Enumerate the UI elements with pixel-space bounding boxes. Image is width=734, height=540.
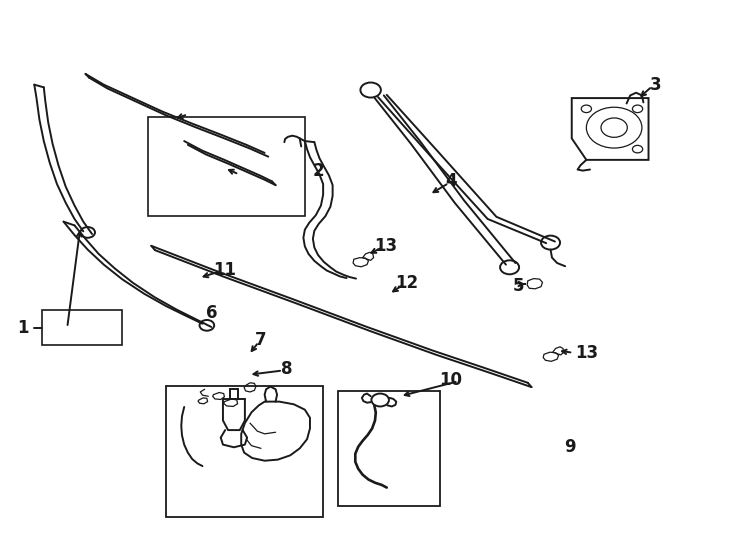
Text: 6: 6 <box>206 304 217 322</box>
Text: 3: 3 <box>650 76 661 93</box>
Bar <box>42 310 122 345</box>
Text: 2: 2 <box>312 161 324 180</box>
Text: 9: 9 <box>564 438 576 456</box>
Text: 12: 12 <box>396 274 419 293</box>
Text: 13: 13 <box>575 345 598 362</box>
Bar <box>166 386 323 517</box>
Text: 13: 13 <box>374 237 397 255</box>
Text: 1: 1 <box>18 319 29 337</box>
Text: 4: 4 <box>446 172 457 191</box>
Text: 10: 10 <box>439 371 462 389</box>
Bar <box>148 117 305 217</box>
Text: 11: 11 <box>213 261 236 279</box>
Text: 5: 5 <box>513 277 524 295</box>
Text: 7: 7 <box>255 331 266 349</box>
Bar <box>338 391 440 507</box>
Text: 8: 8 <box>281 360 292 379</box>
